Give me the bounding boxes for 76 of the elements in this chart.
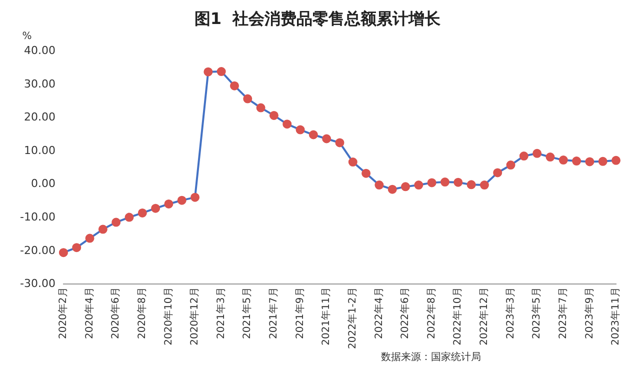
- point: [348, 158, 358, 167]
- point: [612, 156, 620, 165]
- point: [506, 160, 516, 170]
- point: [427, 178, 436, 188]
- x-tick-label: 2023年11月: [610, 287, 622, 346]
- x-tick-label: 2021年5月: [241, 287, 254, 340]
- point: [532, 148, 542, 158]
- x-tick-label: 2021年9月: [294, 287, 306, 340]
- x-tick-label: 2022年8月: [425, 287, 438, 340]
- point: [374, 180, 384, 190]
- y-axis-title: %: [22, 31, 32, 42]
- x-tick-label: 2022年6月: [399, 287, 412, 340]
- y-tick-label: 40.00: [24, 44, 56, 58]
- y-tick-label: -20.00: [20, 244, 56, 257]
- source-note: 数据来源：国家统计局: [381, 351, 481, 363]
- x-tick-label: 2023年7月: [556, 287, 569, 340]
- point: [519, 152, 528, 161]
- point: [138, 208, 147, 218]
- point: [362, 168, 371, 178]
- point: [190, 192, 200, 202]
- point: [124, 212, 134, 222]
- point: [480, 180, 489, 190]
- point: [308, 130, 318, 140]
- point: [558, 156, 568, 165]
- point: [282, 120, 292, 129]
- y-tick-label: -10.00: [20, 210, 56, 224]
- x-tick-label: 2020年2月: [57, 287, 70, 340]
- point: [216, 67, 226, 76]
- y-tick-label: 10.00: [24, 144, 56, 157]
- point: [466, 180, 476, 190]
- x-tick-label: 2021年3月: [214, 287, 227, 340]
- y-tick-label: 0.00: [30, 177, 56, 190]
- point: [585, 157, 594, 166]
- point: [322, 134, 332, 144]
- point: [256, 103, 266, 112]
- x-tick-label: 2023年3月: [504, 287, 516, 340]
- point: [388, 184, 397, 194]
- point: [401, 182, 410, 192]
- point: [493, 168, 502, 178]
- point: [151, 204, 160, 213]
- x-tick-label: 2021年7月: [268, 287, 280, 340]
- chart-title: 图1 社会消费品零售总额累计增长: [194, 8, 442, 28]
- point: [112, 218, 121, 227]
- point: [164, 199, 174, 208]
- point: [414, 180, 424, 190]
- x-tick-label: 2022年10月: [452, 287, 464, 346]
- point: [177, 196, 186, 205]
- x-tick-label: 2020年4月: [83, 287, 96, 340]
- point: [454, 178, 463, 187]
- point: [72, 243, 82, 252]
- y-tick-label: 20.00: [24, 110, 56, 124]
- point: [598, 156, 608, 166]
- point: [546, 152, 555, 162]
- x-tick-label: 2023年9月: [583, 287, 596, 340]
- point: [335, 138, 344, 148]
- x-tick-label: 2021年11月: [320, 287, 332, 346]
- point: [98, 224, 108, 234]
- point: [269, 110, 278, 120]
- x-tick-label: 2020年10月: [162, 287, 174, 346]
- x-tick-label: 2023年5月: [530, 287, 543, 340]
- point: [85, 234, 94, 243]
- point: [58, 248, 68, 258]
- x-tick-label: 2022年1-2月: [346, 287, 358, 350]
- point: [204, 67, 213, 76]
- x-tick-label: 2020年12月: [188, 287, 201, 346]
- x-tick-label: 2020年6月: [110, 287, 122, 340]
- point: [243, 94, 252, 104]
- x-tick-label: 2020年8月: [136, 287, 148, 340]
- x-tick-label: 2022年4月: [372, 287, 385, 340]
- y-tick-label: -30.00: [20, 277, 56, 290]
- point: [572, 156, 582, 166]
- point: [440, 178, 450, 187]
- point: [296, 125, 305, 134]
- x-tick-label: 2022年12月: [478, 287, 490, 346]
- point: [230, 81, 239, 90]
- y-tick-label: 30.00: [24, 77, 56, 90]
